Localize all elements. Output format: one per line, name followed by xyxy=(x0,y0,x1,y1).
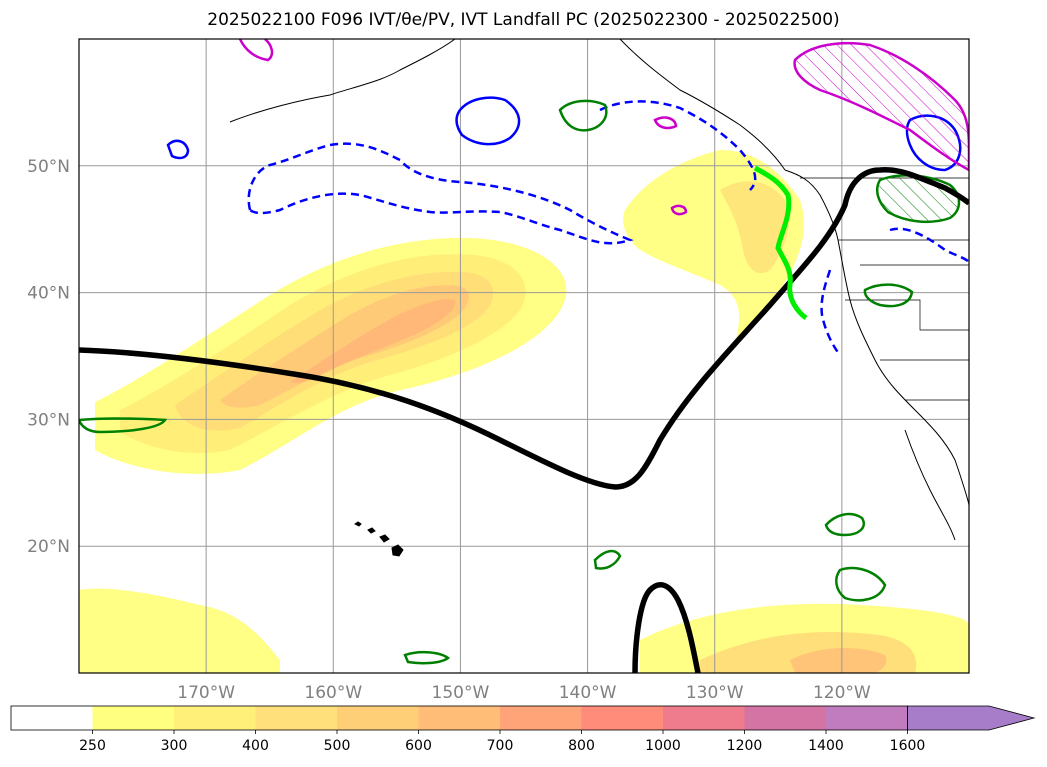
ivt-band-south-core xyxy=(790,648,887,673)
colorbar-tick-label: 400 xyxy=(242,738,269,754)
colorbar-segment xyxy=(826,706,908,730)
colorbar: 250 300 400 500 600 700 800 1000 1200 1400 1600 xyxy=(10,705,1036,754)
high-pv-contour-2 xyxy=(238,39,274,62)
longitude-labels: 170°W 160°W 150°W 140°W 130°W 120°W xyxy=(177,683,871,703)
lon-tick-label: 130°W xyxy=(686,683,744,703)
ivt-pc-line xyxy=(79,167,969,490)
pv-contour-4 xyxy=(79,417,168,434)
colorbar-segment xyxy=(255,706,337,730)
colorbar-tick-label: 1200 xyxy=(727,738,763,754)
lat-tick-label: 30°N xyxy=(27,410,70,430)
ivt-pc-line-south xyxy=(632,582,701,673)
colorbar-tick-label: 800 xyxy=(568,738,595,754)
pv-contour-3 xyxy=(824,512,865,537)
ivt-plume-ne-inner xyxy=(720,181,790,274)
high-pv-contour-4 xyxy=(670,204,688,216)
lon-tick-label: 150°W xyxy=(432,683,490,703)
colorbar-tick-label: 1600 xyxy=(890,738,926,754)
theta-e-contour-solid-1 xyxy=(455,96,521,146)
colorbar-segment xyxy=(418,706,500,730)
map-frame xyxy=(78,38,970,674)
colorbar-segment xyxy=(500,706,582,730)
us-west-coast xyxy=(837,239,969,506)
colorbar-segment xyxy=(663,706,745,730)
pv-contour-2 xyxy=(863,283,914,308)
lon-tick-label: 120°W xyxy=(813,683,871,703)
lon-tick-label: 140°W xyxy=(559,683,617,703)
colorbar-segment xyxy=(174,706,256,730)
colorbar-tick-label: 250 xyxy=(79,738,106,754)
colorbar-frame xyxy=(10,705,908,731)
lat-tick-label: 20°N xyxy=(27,537,70,557)
ivt-shading xyxy=(79,150,969,673)
pv-contour-6 xyxy=(593,549,622,570)
map-title: 2025022100 F096 IVT/θe/PV, IVT Landfall … xyxy=(207,10,840,30)
pv-contour-1 xyxy=(558,99,608,132)
colorbar-tick-label: 700 xyxy=(487,738,514,754)
theta-e-contour-dashed-3 xyxy=(820,269,841,356)
graticule xyxy=(79,39,969,673)
colorbar-segment xyxy=(92,706,174,730)
lon-tick-label: 160°W xyxy=(304,683,362,703)
pv-contour-5 xyxy=(403,650,451,665)
coastlines xyxy=(229,39,969,557)
theta-e-contour-solid-3 xyxy=(166,139,190,160)
colorbar-segment xyxy=(581,706,663,730)
colorbar-segment xyxy=(337,706,419,730)
colorbar-tick-label: 1400 xyxy=(808,738,844,754)
latitude-labels: 20°N 30°N 40°N 50°N xyxy=(27,157,70,557)
ivt-band-south-west xyxy=(79,588,280,673)
us-state-borders xyxy=(800,177,969,401)
landfall-line xyxy=(753,165,808,320)
pv-contour-7 xyxy=(835,566,887,602)
alaska-coast xyxy=(229,39,456,123)
colorbar-tick-label: 500 xyxy=(324,738,351,754)
hawaii-islands xyxy=(354,521,404,557)
theta-e-contour-dashed-2 xyxy=(599,100,757,191)
baja-coast xyxy=(904,429,956,541)
ivt-band-600 xyxy=(290,299,456,384)
lon-tick-label: 170°W xyxy=(177,683,235,703)
colorbar-tick-label: 300 xyxy=(161,738,188,754)
lat-tick-label: 40°N xyxy=(27,284,70,304)
colorbar-extend-arrow xyxy=(907,705,1036,731)
theta-e-contour-dashed-4 xyxy=(889,227,969,263)
colorbar-tick-label: 600 xyxy=(405,738,432,754)
colorbar-segment xyxy=(744,706,826,730)
theta-e-contour-dashed-1 xyxy=(247,142,634,245)
se-alaska-coast xyxy=(619,39,786,171)
lat-tick-label: 50°N xyxy=(27,157,70,177)
high-pv-contour-3 xyxy=(653,116,678,130)
colorbar-segment xyxy=(11,706,93,730)
colorbar-tick-label: 1000 xyxy=(645,738,681,754)
